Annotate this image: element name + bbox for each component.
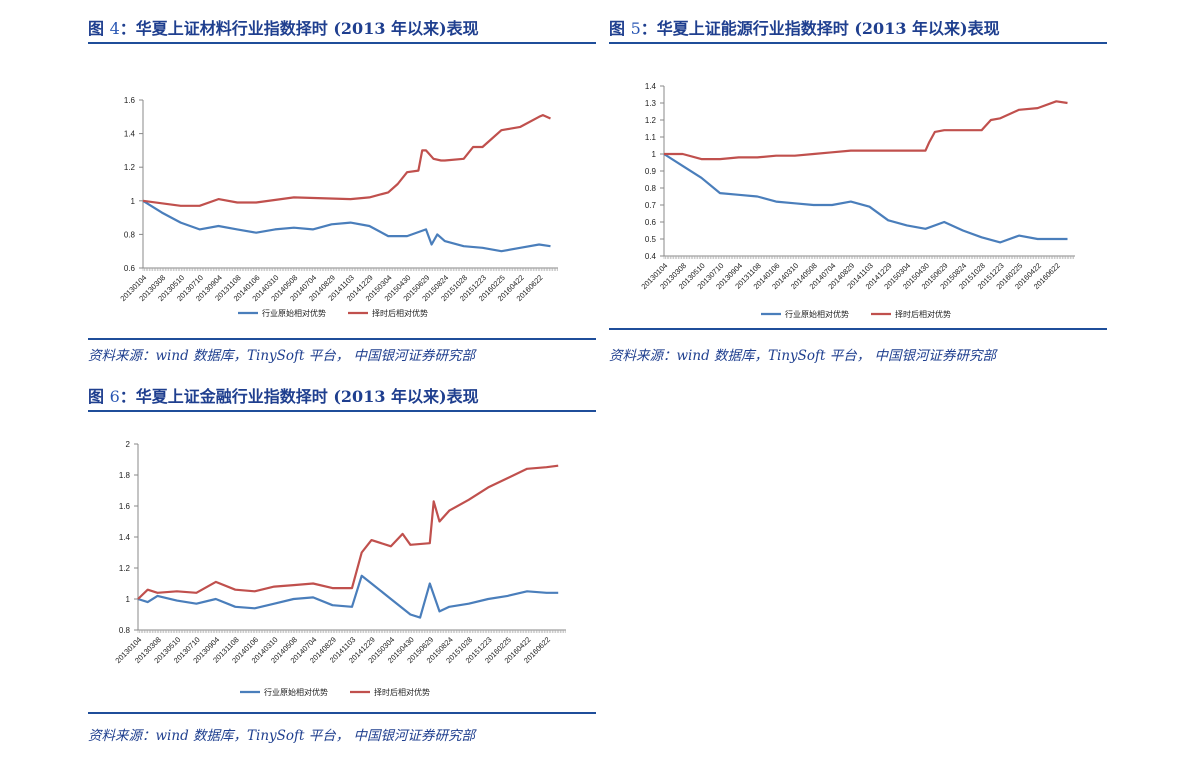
y-tick-label: 0.8 (124, 230, 136, 239)
y-tick-label: 0.6 (124, 264, 136, 273)
legend-label: 择时后相对优势 (374, 687, 430, 697)
chart-footer-rule (609, 306, 1107, 330)
chart-footer-rule (88, 316, 596, 340)
line-chart-finance: 0.811.21.41.61.8220130104201303082013051… (113, 440, 566, 697)
y-tick-label: 1.3 (645, 99, 657, 108)
series-line-timed (664, 100, 1068, 161)
y-tick-label: 1.4 (124, 130, 136, 139)
figure-prefix: 图 (88, 387, 105, 406)
chart-panel-energy: 图 5：华夏上证能源行业指数择时 (2013 年以来)表现 0.4 0.5 0.6 0… (609, 16, 1107, 376)
legend-label: 行业原始相对优势 (785, 309, 849, 319)
legend-label: 行业原始相对优势 (264, 687, 328, 697)
y-tick-label: 0.8 (645, 184, 657, 193)
chart-title: 图 6：华夏上证金融行业指数择时 (2013 年以来)表现 (88, 384, 596, 412)
source-note: 资料来源：wind 数据库，TinySoft 平台， 中国银河证券研究部 (88, 348, 476, 364)
chart-footer-rule (88, 690, 596, 714)
y-tick-label: 1 (131, 197, 136, 206)
series-line-raw (663, 153, 1068, 244)
series-line-timed (142, 113, 551, 207)
y-tick-label: 1.2 (645, 116, 657, 125)
figure-prefix: 图 (88, 19, 105, 38)
series-line-timed (137, 464, 559, 600)
chart-title: 图 4：华夏上证材料行业指数择时 (2013 年以来)表现 (88, 16, 596, 44)
figure-title: ：华夏上证能源行业指数择时 (2013 年以来)表现 (640, 19, 1000, 38)
y-tick-label: 1.8 (119, 471, 131, 480)
y-tick-label: 1.2 (119, 564, 131, 573)
y-tick-label: 0.8 (119, 626, 131, 635)
source-note: 资料来源：wind 数据库，TinySoft 平台， 中国银河证券研究部 (88, 728, 476, 744)
legend-label: 择时后相对优势 (372, 308, 428, 318)
legend-label: 择时后相对优势 (895, 309, 951, 319)
source-note: 资料来源：wind 数据库，TinySoft 平台， 中国银河证券研究部 (609, 348, 997, 364)
y-tick-label: 1 (126, 595, 131, 604)
chart-panel-finance: 图 6：华夏上证金融行业指数择时 (2013 年以来)表现 0.8 1 1.2 1.4… (88, 384, 596, 759)
series-line-raw (137, 574, 559, 619)
figure-number: 5 (630, 19, 641, 38)
x-axis-minor-ticks (142, 268, 558, 271)
figure-number: 6 (109, 387, 120, 406)
figure-title: ：华夏上证金融行业指数择时 (2013 年以来)表现 (119, 387, 479, 406)
line-chart-energy: 0.40.50.60.70.80.911.11.21.31.4201301042… (639, 82, 1075, 319)
y-tick-label: 1.6 (119, 502, 131, 511)
series-line-raw (142, 199, 551, 253)
legend-label: 行业原始相对优势 (262, 308, 326, 318)
y-tick-label: 1.6 (124, 96, 136, 105)
y-tick-label: 0.4 (645, 252, 657, 261)
chart-panel-materials: 图 4：华夏上证材料行业指数择时 (2013 年以来)表现 0.6 0.8 1 1.2… (88, 16, 596, 376)
figure-number: 4 (109, 19, 120, 38)
y-tick-label: 1 (652, 150, 657, 159)
x-axis-minor-ticks (663, 256, 1074, 259)
y-tick-label: 1.1 (645, 133, 657, 142)
figure-title: ：华夏上证材料行业指数择时 (2013 年以来)表现 (119, 19, 479, 38)
y-tick-label: 1.4 (119, 533, 131, 542)
x-axis-minor-ticks (137, 630, 566, 633)
y-tick-label: 0.7 (645, 201, 657, 210)
y-tick-label: 2 (126, 440, 131, 449)
y-tick-label: 0.9 (645, 167, 657, 176)
line-chart-materials: 0.60.811.21.41.6201301042013030820130510… (118, 96, 558, 318)
y-tick-label: 1.2 (124, 163, 136, 172)
figure-prefix: 图 (609, 19, 626, 38)
y-tick-label: 1.4 (645, 82, 657, 91)
y-tick-label: 0.5 (645, 235, 657, 244)
chart-title: 图 5：华夏上证能源行业指数择时 (2013 年以来)表现 (609, 16, 1107, 44)
y-tick-label: 0.6 (645, 218, 657, 227)
